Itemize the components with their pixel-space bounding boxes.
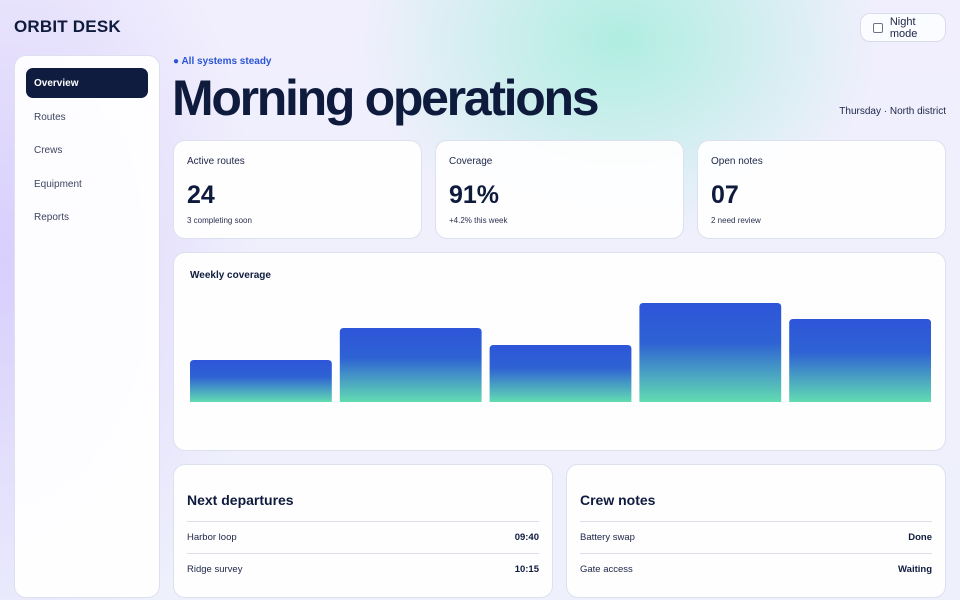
- crew-note-row[interactable]: Battery swap Done: [580, 521, 932, 553]
- stat-value: 24: [187, 181, 215, 209]
- app-brand: ORBIT DESK: [14, 17, 121, 36]
- crew-note-status: Done: [908, 532, 932, 543]
- sidebar-item-label: Reports: [34, 212, 70, 223]
- chart-bar: [339, 328, 482, 402]
- sidebar-item-label: Crews: [34, 145, 63, 156]
- departure-row[interactable]: Ridge survey 10:15: [187, 553, 539, 585]
- stat-sub: 3 completing soon: [187, 216, 252, 225]
- stat-card-open-notes: Open notes 07 2 need review: [697, 140, 946, 239]
- panel-title: Next departures: [187, 492, 294, 508]
- crew-note-name: Battery swap: [580, 532, 635, 543]
- crew-note-row[interactable]: Gate access Waiting: [580, 553, 932, 585]
- sidebar-item-label: Routes: [34, 111, 66, 123]
- chart-bar: [489, 345, 632, 402]
- sidebar-item-equipment[interactable]: Equipment: [26, 169, 148, 199]
- status-indicator: ● All systems steady: [173, 56, 272, 67]
- stat-card-coverage: Coverage 91% +4.2% this week: [435, 140, 684, 239]
- sidebar: Overview Routes Crews Equipment Reports: [14, 55, 160, 598]
- stat-value: 91%: [449, 181, 500, 209]
- night-mode-label: Night mode: [889, 15, 918, 40]
- next-departures-panel: Next departures Harbor loop 09:40 Ridge …: [173, 464, 553, 598]
- departure-time: 09:40: [514, 532, 539, 543]
- panel-title: Crew notes: [580, 492, 656, 508]
- crew-note-status: Waiting: [898, 564, 932, 575]
- departure-name: Ridge survey: [187, 564, 243, 575]
- weekly-coverage-chart: Weekly coverage: [173, 252, 946, 451]
- stat-label: Active routes: [187, 156, 245, 167]
- sidebar-item-label: Overview: [34, 77, 79, 89]
- departure-row[interactable]: Harbor loop 09:40: [187, 521, 539, 553]
- stat-label: Open notes: [711, 156, 763, 167]
- sidebar-item-routes[interactable]: Routes: [26, 102, 148, 132]
- chart-bar: [190, 360, 332, 402]
- sidebar-item-crews[interactable]: Crews: [26, 136, 148, 166]
- stat-value: 07: [711, 181, 739, 209]
- departure-name: Harbor loop: [187, 532, 237, 543]
- chart-title: Weekly coverage: [190, 270, 271, 281]
- chart-bar: [639, 303, 782, 402]
- chart-bar: [789, 319, 931, 402]
- stat-card-active-routes: Active routes 24 3 completing soon: [173, 140, 422, 239]
- night-mode-toggle[interactable]: Night mode: [860, 13, 946, 42]
- page-title: Morning operations: [172, 70, 600, 126]
- chart-canvas: [190, 303, 931, 402]
- date-district-label: Thursday · North district: [839, 106, 946, 117]
- sidebar-item-reports[interactable]: Reports: [26, 203, 148, 233]
- sidebar-item-label: Equipment: [34, 178, 82, 190]
- crew-notes-panel: Crew notes Battery swap Done Gate access…: [566, 464, 946, 598]
- stat-sub: +4.2% this week: [449, 216, 508, 225]
- stat-label: Coverage: [449, 156, 493, 167]
- night-mode-checkbox[interactable]: [873, 22, 883, 33]
- sidebar-item-overview[interactable]: Overview: [26, 68, 148, 98]
- crew-note-name: Gate access: [580, 564, 633, 575]
- stat-sub: 2 need review: [711, 216, 761, 225]
- departure-time: 10:15: [514, 564, 539, 575]
